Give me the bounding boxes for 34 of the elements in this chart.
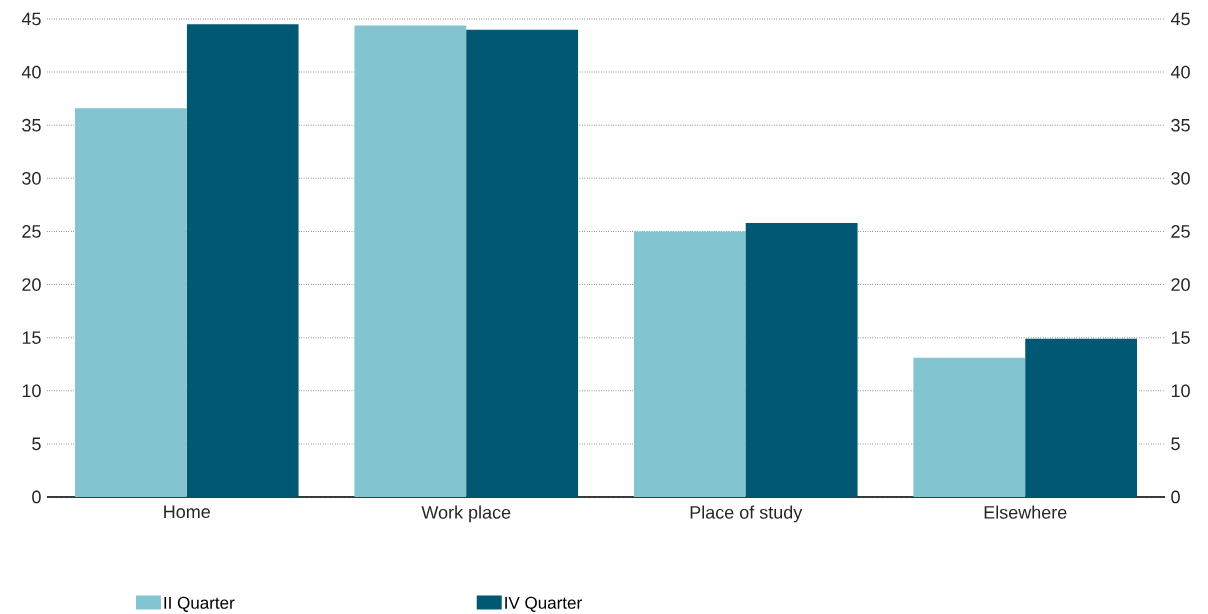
bar <box>913 357 1026 497</box>
x-tick-label: Home <box>164 505 210 519</box>
y2-tick-label: 0 <box>1171 490 1180 504</box>
y2-tick-label: 15 <box>1171 331 1190 344</box>
y-tick-label: 25 <box>22 225 41 238</box>
y2-tick-label: 40 <box>1170 65 1190 79</box>
y-tick-label: 10 <box>22 384 41 398</box>
x-tick-label: Work place <box>421 505 511 523</box>
legend-label: II Quarter <box>164 596 235 612</box>
y-tick-label: 45 <box>21 12 41 26</box>
bar <box>74 108 187 497</box>
bar <box>466 29 579 497</box>
bar <box>633 231 746 497</box>
bar <box>354 25 467 497</box>
bar <box>186 24 299 497</box>
y-tick-label: 0 <box>32 490 41 504</box>
y2-tick-label: 20 <box>1171 278 1190 291</box>
y2-tick-label: 35 <box>1171 118 1190 132</box>
y-tick-label: 35 <box>22 118 41 132</box>
y2-tick-label: 10 <box>1171 384 1190 398</box>
x-tick-label: Place of study <box>690 505 803 523</box>
y2-tick-label: 25 <box>1171 225 1190 238</box>
legend-label: IV Quarter <box>505 596 582 612</box>
y-tick-label: 15 <box>22 331 41 344</box>
y-tick-label: 20 <box>22 278 41 291</box>
x-tick-label: Elsewhere <box>984 505 1067 519</box>
bar <box>1025 338 1138 497</box>
y-tick-label: 5 <box>32 437 41 451</box>
y2-tick-label: 5 <box>1171 437 1180 451</box>
y-tick-label: 40 <box>21 65 41 79</box>
y-tick-label: 30 <box>22 171 41 185</box>
y2-tick-label: 30 <box>1171 171 1190 185</box>
y2-tick-label: 45 <box>1170 12 1190 26</box>
bar <box>745 222 858 497</box>
